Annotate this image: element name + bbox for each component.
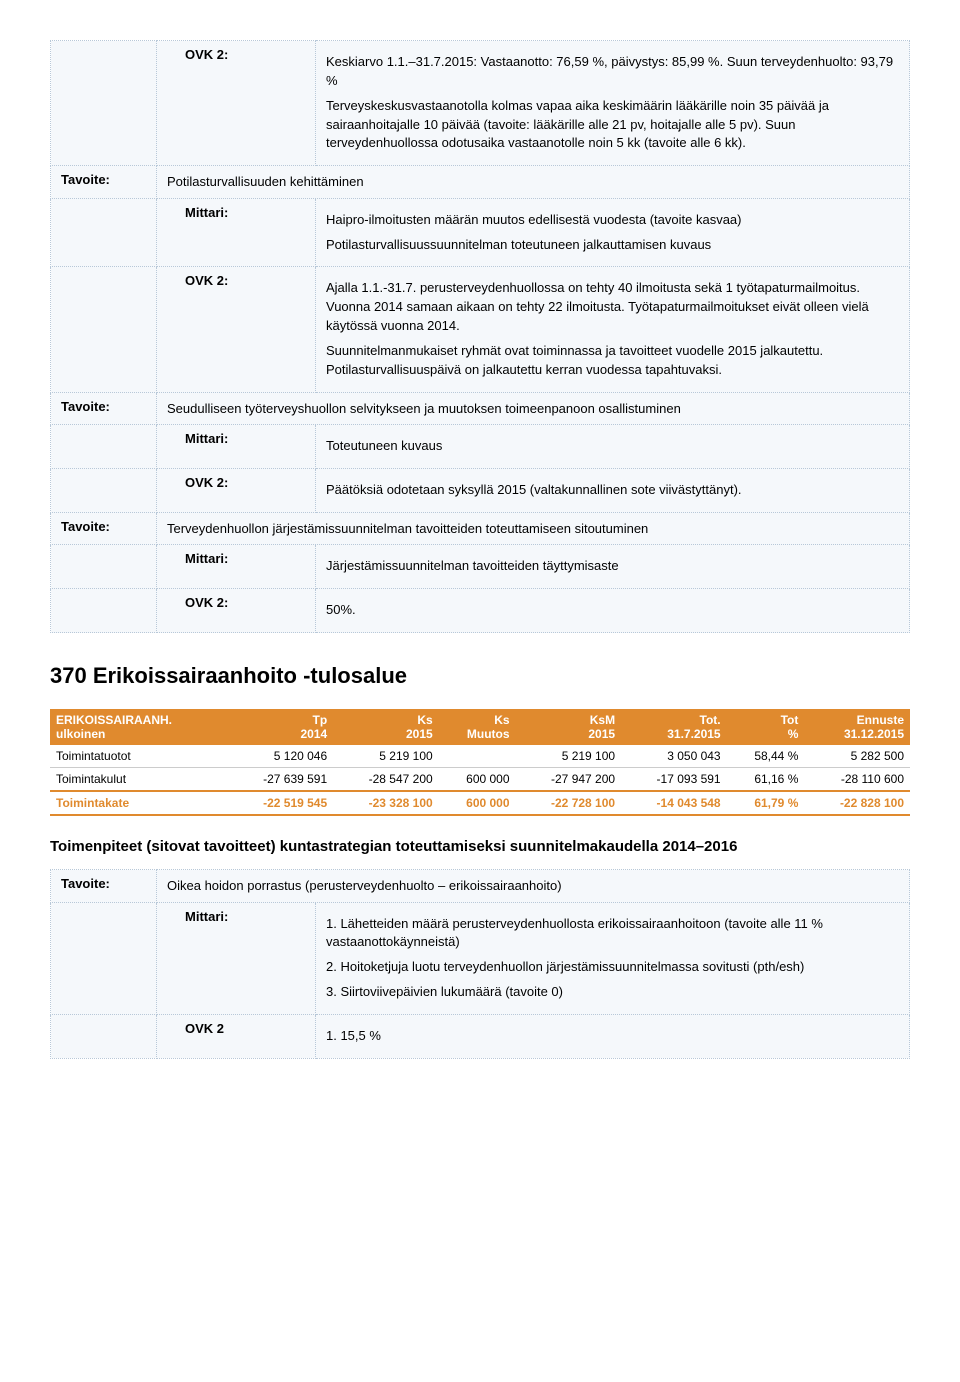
row-content: Ajalla 1.1.-31.7. perusterveydenhuolloss… [316,267,910,392]
finance-total-cell: 61,79 % [727,791,805,815]
finance-total-cell: -22 828 100 [804,791,910,815]
row-content: Terveydenhuollon järjestämissuunnitelman… [157,512,910,545]
finance-header: Ennuste31.12.2015 [804,709,910,745]
row-sublabel: OVK 2: [157,468,316,512]
finance-total-label: Toimintakate [50,791,228,815]
goals-table-1: OVK 2:Keskiarvo 1.1.–31.7.2015: Vastaano… [50,40,910,633]
row-label [51,425,157,469]
finance-cell: 5 120 046 [228,745,334,768]
sub-title: Toimenpiteet (sitovat tavoitteet) kuntas… [50,836,910,857]
row-content: Toteutuneen kuvaus [316,425,910,469]
finance-header: KsMuutos [439,709,516,745]
finance-cell: -27 947 200 [516,768,622,792]
row-content: 50%. [316,589,910,633]
row-sublabel: OVK 2 [157,1014,316,1058]
row-label: Tavoite: [51,392,157,425]
row-sublabel: Mittari: [157,902,316,1014]
finance-row-label: Toimintakulut [50,768,228,792]
row-content: Haipro-ilmoitusten määrän muutos edellis… [316,198,910,267]
row-content: Päätöksiä odotetaan syksyllä 2015 (valta… [316,468,910,512]
row-sublabel: Mittari: [157,198,316,267]
row-label [51,902,157,1014]
row-label [51,589,157,633]
finance-cell: 600 000 [439,768,516,792]
row-label [51,468,157,512]
row-content: Järjestämissuunnitelman tavoitteiden täy… [316,545,910,589]
row-label: Tavoite: [51,512,157,545]
finance-total-cell: -14 043 548 [621,791,727,815]
finance-total-cell: -22 519 545 [228,791,334,815]
row-content: 1. 15,5 % [316,1014,910,1058]
row-sublabel: Mittari: [157,545,316,589]
section-title: 370 Erikoissairaanhoito -tulosalue [50,663,910,689]
row-label [51,198,157,267]
finance-cell: -28 110 600 [804,768,910,792]
finance-cell: -28 547 200 [333,768,439,792]
finance-total-cell: -23 328 100 [333,791,439,815]
row-content: 1. Lähetteiden määrä perusterveydenhuoll… [316,902,910,1014]
row-label: Tavoite: [51,166,157,199]
finance-cell: 5 219 100 [333,745,439,768]
finance-header: Tot.31.7.2015 [621,709,727,745]
goals-table-2: Tavoite:Oikea hoidon porrastus (peruster… [50,869,910,1059]
finance-header: Tot% [727,709,805,745]
row-content: Potilasturvallisuuden kehittäminen [157,166,910,199]
row-sublabel: OVK 2: [157,589,316,633]
finance-row-label: Toimintatuotot [50,745,228,768]
finance-header: Ks2015 [333,709,439,745]
finance-cell: -17 093 591 [621,768,727,792]
row-sublabel: OVK 2: [157,41,316,166]
finance-total-cell: -22 728 100 [516,791,622,815]
row-label [51,545,157,589]
finance-cell: 5 282 500 [804,745,910,768]
finance-cell: -27 639 591 [228,768,334,792]
finance-header: Tp2014 [228,709,334,745]
row-content: Keskiarvo 1.1.–31.7.2015: Vastaanotto: 7… [316,41,910,166]
row-label [51,267,157,392]
row-label [51,1014,157,1058]
row-content: Seudulliseen työterveyshuollon selvityks… [157,392,910,425]
row-label [51,41,157,166]
row-content: Oikea hoidon porrastus (perusterveydenhu… [157,870,910,903]
finance-total-cell: 600 000 [439,791,516,815]
finance-cell: 5 219 100 [516,745,622,768]
row-label: Tavoite: [51,870,157,903]
row-sublabel: Mittari: [157,425,316,469]
finance-cell: 58,44 % [727,745,805,768]
finance-cell: 61,16 % [727,768,805,792]
finance-header: ERIKOISSAIRAANH.ulkoinen [50,709,228,745]
finance-header: KsM2015 [516,709,622,745]
finance-cell [439,745,516,768]
finance-cell: 3 050 043 [621,745,727,768]
row-sublabel: OVK 2: [157,267,316,392]
finance-table: ERIKOISSAIRAANH.ulkoinenTp2014Ks2015KsMu… [50,709,910,816]
